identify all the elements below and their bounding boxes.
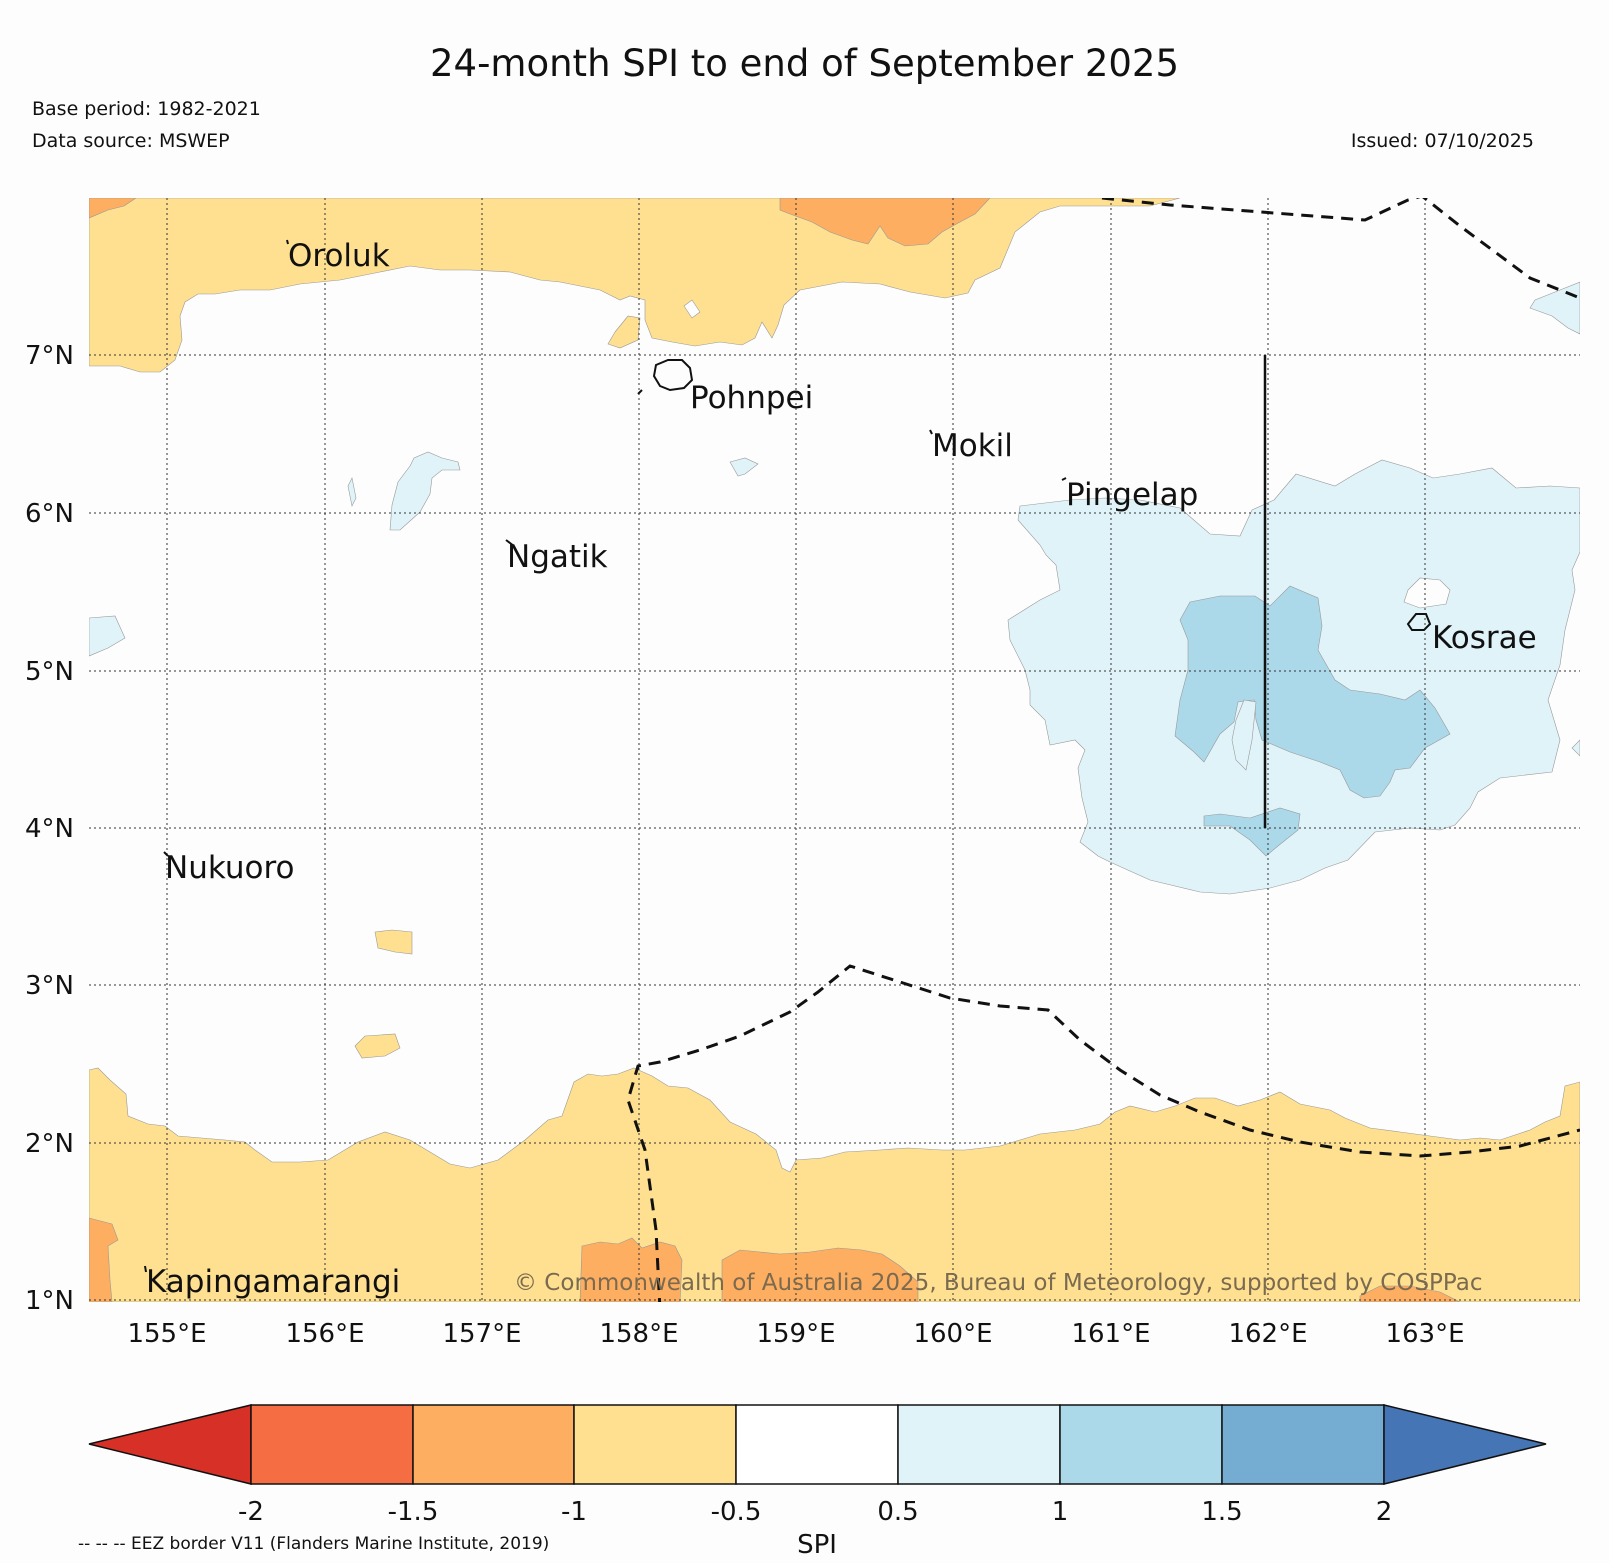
oroluk-atoll-mark [286, 239, 289, 245]
lat-label-1n: 1°N [25, 1286, 74, 1316]
eez-border-south [626, 964, 1580, 1302]
wet-hole-a [1231, 699, 1257, 771]
pingelap-atoll-mark [1061, 477, 1067, 481]
colorbar-bin-2 [250, 1404, 414, 1485]
eez-border-north [1101, 198, 1580, 300]
colorbar-bin-6 [897, 1404, 1061, 1485]
colorbar-bin-3 [412, 1404, 575, 1485]
colorbar-tick-neg2: -2 [238, 1497, 264, 1527]
eez-footnote: -- -- -- EEZ border V11 (Flanders Marine… [78, 1534, 550, 1554]
mokil-atoll-mark [929, 429, 933, 435]
dry-patch-3n-b [354, 1033, 401, 1059]
nukuoro-atoll-mark [163, 851, 169, 857]
neutral-hole-kosrae [1403, 577, 1451, 609]
wet-patch-west [389, 451, 461, 531]
graticule [89, 198, 1580, 1302]
wet-patch-west-edge [89, 615, 126, 657]
colorbar-tick-0-5: 0.5 [877, 1497, 918, 1527]
lon-label-156e: 156°E [285, 1319, 364, 1349]
dry-patch-3n-a [374, 929, 413, 955]
copyright-credit: © Commonwealth of Australia 2025, Bureau… [514, 1270, 1483, 1296]
lat-label-7n: 7°N [25, 341, 74, 371]
lon-label-155e: 155°E [127, 1319, 206, 1349]
wet-patch-mid [729, 457, 759, 477]
dry-patch-small [683, 299, 701, 319]
colorbar-extend-high [1383, 1404, 1547, 1485]
base-period-note: Base period: 1982-2021 [32, 98, 261, 120]
colorbar-tick-1: 1 [1052, 1497, 1069, 1527]
lat-label-3n: 3°N [25, 971, 74, 1001]
place-label-ngatik: Ngatik [507, 539, 608, 575]
colorbar-bin-5 [735, 1404, 899, 1485]
place-label-pohnpei: Pohnpei [690, 380, 813, 416]
ngatik-atoll-mark [505, 539, 515, 547]
wet-patch-ne [1529, 281, 1580, 335]
moderately-dry-patch-south-a [579, 1237, 683, 1302]
colorbar-bin-4 [573, 1404, 737, 1485]
kosrae-island-outline [1406, 613, 1432, 631]
moderately-dry-patch-sw [89, 1217, 119, 1302]
lat-label-2n: 2°N [25, 1129, 74, 1159]
moderately-dry-patch-south-b [721, 1247, 919, 1302]
spi-map-area: Oroluk Pohnpei Mokil Pingelap Ngatik Kos… [89, 198, 1580, 1302]
colorbar-tick-neg1: -1 [561, 1497, 587, 1527]
kapingamarangi-atoll-mark [144, 1265, 147, 1273]
moderately-wet-region-east [1174, 585, 1451, 799]
colorbar-bin-8 [1221, 1404, 1385, 1485]
colorbar-label: SPI [797, 1530, 837, 1560]
place-label-pingelap: Pingelap [1066, 477, 1198, 513]
moderately-dry-corner-nw [89, 198, 137, 219]
moderately-dry-patch-se [1359, 1285, 1461, 1302]
place-label-kosrae: Kosrae [1432, 620, 1537, 656]
latitude-axis: 7°N 6°N 5°N 4°N 3°N 2°N 1°N [25, 341, 74, 1316]
chart-title: 24-month SPI to end of September 2025 [430, 42, 1179, 85]
colorbar-tick-neg1-5: -1.5 [388, 1497, 439, 1527]
wet-patch-east-edge [1571, 739, 1580, 757]
pohnpei-island-outline [652, 359, 694, 392]
place-label-mokil: Mokil [932, 428, 1013, 464]
wet-patch-thin [347, 477, 357, 507]
lat-label-6n: 6°N [25, 499, 74, 529]
longitude-axis: 155°E 156°E 157°E 158°E 159°E 160°E 161°… [127, 1319, 1464, 1349]
lat-label-5n: 5°N [25, 657, 74, 687]
lon-label-157e: 157°E [442, 1319, 521, 1349]
moderately-dry-region-north [779, 198, 991, 247]
lon-label-161e: 161°E [1071, 1319, 1150, 1349]
colorbar-tick-1-5: 1.5 [1201, 1497, 1242, 1527]
pohnpei-small-islet [637, 389, 643, 395]
issued-date: Issued: 07/10/2025 [1350, 130, 1534, 152]
data-source-note: Data source: MSWEP [32, 130, 230, 152]
colorbar-tick-2: 2 [1376, 1497, 1393, 1527]
lon-label-162e: 162°E [1228, 1319, 1307, 1349]
moderately-wet-patch-south [1203, 807, 1301, 857]
place-label-nukuoro: Nukuoro [165, 850, 294, 886]
lon-label-159e: 159°E [756, 1319, 835, 1349]
lon-label-160e: 160°E [913, 1319, 992, 1349]
colorbar-bin-7 [1059, 1404, 1223, 1485]
lon-label-163e: 163°E [1385, 1319, 1464, 1349]
dry-region-south [89, 1067, 1580, 1302]
lon-label-158e: 158°E [599, 1319, 678, 1349]
place-label-oroluk: Oroluk [288, 238, 390, 274]
dry-patch-pohnpei-north [607, 315, 641, 349]
lat-label-4n: 4°N [25, 814, 74, 844]
colorbar: -2 -1.5 -1 -0.5 0.5 1 1.5 2 SPI [88, 1404, 1547, 1560]
colorbar-extend-low [88, 1404, 252, 1485]
place-label-kapingamarangi: Kapingamarangi [146, 1264, 400, 1300]
colorbar-tick-neg0-5: -0.5 [711, 1497, 762, 1527]
